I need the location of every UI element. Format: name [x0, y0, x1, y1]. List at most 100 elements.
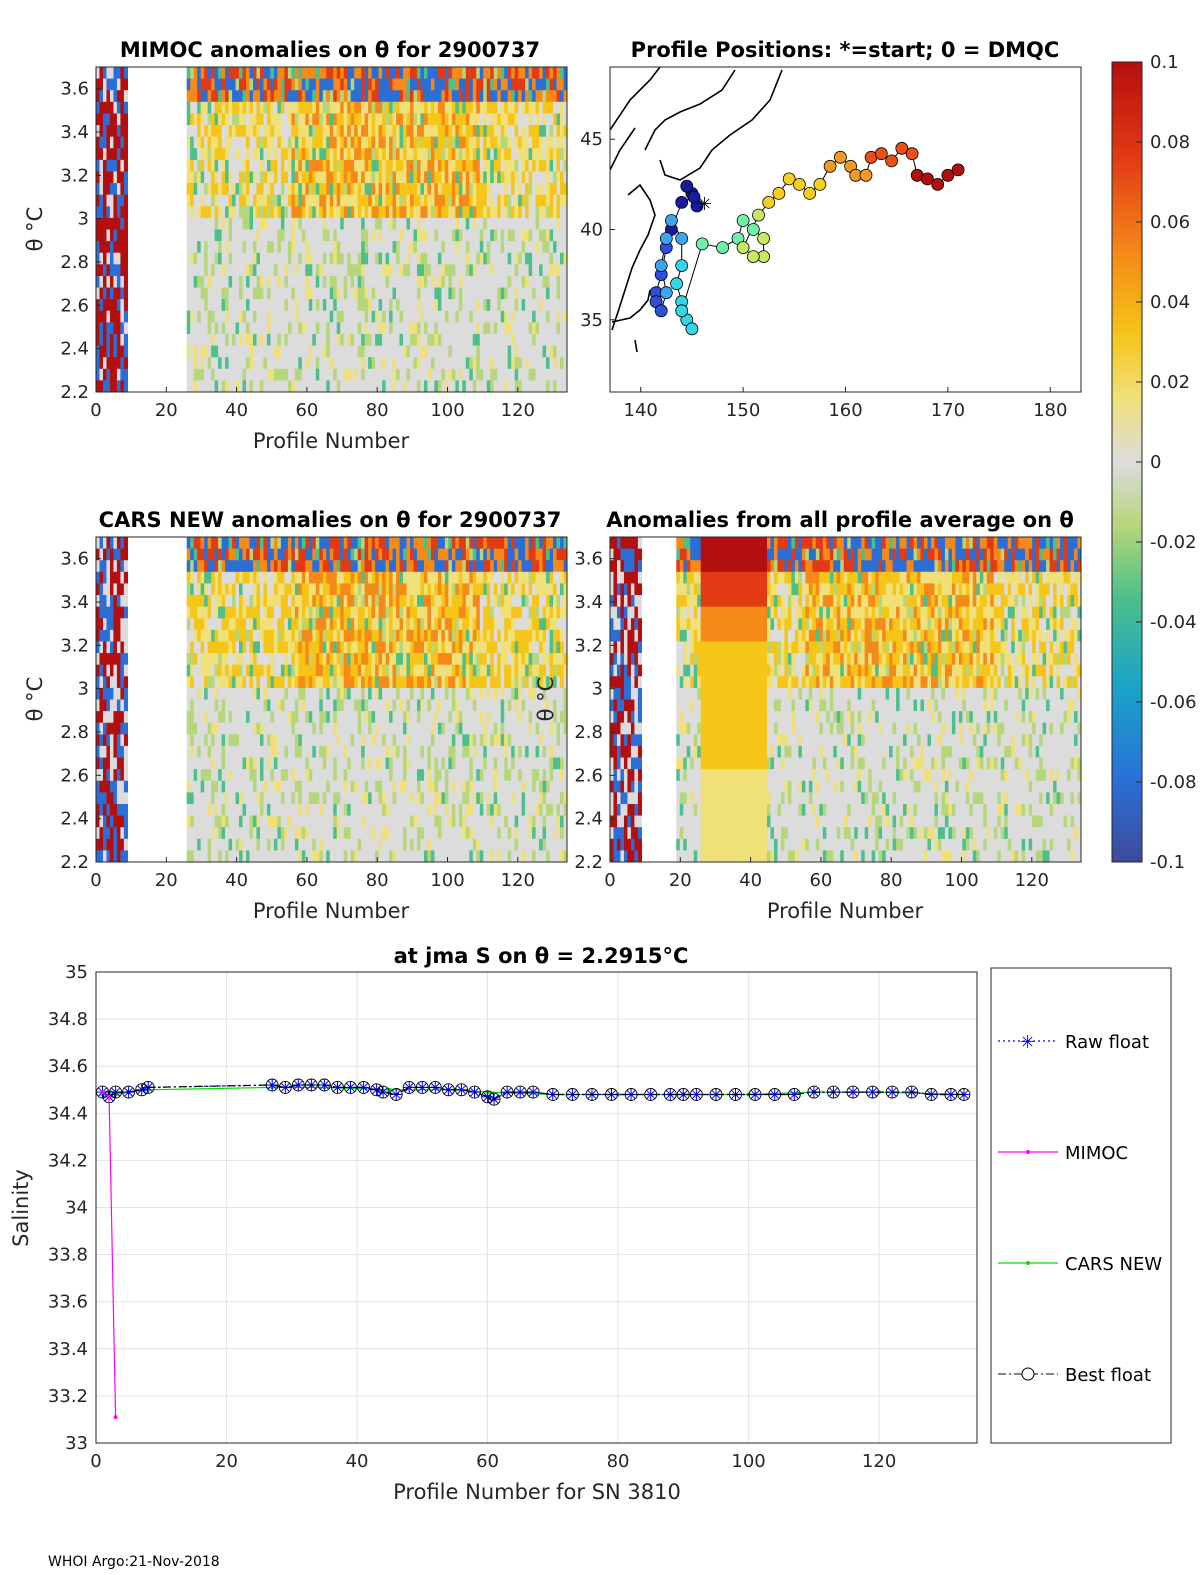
legend-best-label: Best float [1065, 1365, 1151, 1386]
mimoc-xtick-label: 100 [430, 400, 464, 421]
mimoc-ytick-label: 2.4 [60, 339, 89, 360]
series-point [924, 1088, 938, 1101]
series-point [526, 1085, 540, 1099]
series-point [565, 1088, 579, 1101]
cars-panel: CARS NEW anomalies on θ for 2900737 0 20 4… [23, 508, 568, 923]
cars-ytick-label: 2.8 [60, 722, 89, 743]
salinity-ytick-label: 33 [65, 1433, 88, 1454]
map-ytick-label: 40 [580, 220, 603, 241]
salinity-ytick-label: 34 [65, 1198, 88, 1219]
mimoc-heatmap [96, 67, 567, 392]
circle-marker-icon [1021, 1367, 1035, 1381]
avg-ytick-label: 3.6 [574, 549, 603, 570]
map-ytick-label: 35 [580, 310, 603, 331]
cars-ytick-label: 3 [78, 679, 89, 700]
map-xtick-label: 170 [931, 400, 965, 421]
series-point [905, 1085, 919, 1099]
avg-yticks: 2.2 2.4 2.6 2.8 3 3.2 3.4 3.6 [574, 549, 615, 873]
salinity-axes-box [95, 971, 978, 1444]
avg-heatmap [610, 537, 1081, 862]
avg-ytick-label: 3.4 [574, 592, 603, 613]
start-marker-icon: ✳ [697, 194, 712, 215]
colorbar-tick-label: 0.04 [1150, 292, 1190, 313]
salinity-ytick-label: 33.8 [48, 1245, 88, 1266]
mimoc-xtick-label: 20 [155, 400, 178, 421]
series-point [546, 1088, 560, 1101]
colorbar-tick-label: 0.02 [1150, 372, 1190, 393]
legend-item-raw: ✳ Raw float [998, 1032, 1149, 1053]
series-point [122, 1086, 135, 1099]
series-point [787, 1088, 801, 1101]
map-profile-point [757, 232, 770, 245]
series-line-best-float [102, 1084, 964, 1100]
avg-xtick-label: 20 [669, 870, 692, 891]
salinity-ytick-label: 33.2 [48, 1386, 88, 1407]
mimoc-ytick-label: 3.6 [60, 79, 89, 100]
avg-xtick-label: 40 [739, 870, 762, 891]
salinity-xlabel: Profile Number for SN 3810 [393, 1480, 681, 1504]
mimoc-yticks: 2.2 2.4 2.6 2.8 3 3.2 3.4 3.6 [60, 79, 101, 403]
avg-ylabel: θ °C [534, 677, 558, 722]
series-point [605, 1088, 618, 1101]
dot-marker-icon [1026, 1261, 1030, 1265]
svg-text:✳: ✳ [697, 194, 712, 215]
map-profile-point [675, 259, 689, 273]
cars-ytick-label: 3.2 [60, 635, 89, 656]
salinity-panel: at jma S on θ = 2.2915°C 0 20 40 60 80 100 120… [9, 944, 1172, 1504]
cars-ytick-label: 2.6 [60, 765, 89, 786]
series-point [957, 1088, 971, 1101]
series-point [585, 1088, 599, 1101]
series-point [501, 1086, 514, 1099]
series-point [109, 1085, 123, 1099]
colorbar-tick-label: 0 [1150, 452, 1161, 473]
salinity-yticks: 33 33.2 33.4 33.6 33.8 34 34.2 34.4 34.6 34.8 35 [48, 962, 88, 1454]
map-profile-point [695, 237, 709, 251]
mimoc-ytick-label: 2.2 [60, 382, 89, 403]
cars-xlabel: Profile Number [253, 899, 410, 923]
avg-ytick-label: 3 [592, 679, 603, 700]
salinity-ytick-label: 34.6 [48, 1056, 88, 1077]
cars-xtick-label: 120 [501, 870, 535, 891]
series-point [278, 1080, 292, 1094]
cars-xtick-label: 100 [430, 870, 464, 891]
series-point [403, 1081, 416, 1094]
salinity-title: at jma S on θ = 2.2915°C [394, 944, 689, 968]
map-coastline [610, 67, 783, 353]
map-profile-point [746, 250, 760, 264]
series-point [357, 1081, 370, 1094]
avg-xtick-label: 100 [944, 870, 978, 891]
mimoc-title: MIMOC anomalies on θ for 2900737 [120, 38, 540, 62]
series-point [676, 1088, 690, 1101]
colorbar-tick-label: -0.02 [1150, 532, 1197, 553]
mimoc-xlabel: Profile Number [253, 429, 410, 453]
map-profile-point [685, 322, 699, 336]
dot-marker-icon [1026, 1150, 1030, 1154]
map-profile-point [782, 172, 796, 186]
cars-yticks: 2.2 2.4 2.6 2.8 3 3.2 3.4 3.6 [60, 549, 101, 873]
colorbar: 0.1 0.08 0.06 0.04 0.02 0 -0.02 -0.04 -0.06 -0.08… [1111, 52, 1197, 873]
series-point [729, 1088, 742, 1101]
colorbar-tick-label: 0.1 [1150, 52, 1179, 73]
map-profile-point [921, 172, 934, 186]
salinity-ytick-label: 34.2 [48, 1150, 88, 1171]
series-point [107, 1094, 112, 1099]
series-point [644, 1088, 658, 1101]
map-axes-box [609, 66, 1082, 393]
colorbar-ticks: 0.1 0.08 0.06 0.04 0.02 0 -0.02 -0.04 -0.06 -0.08… [1136, 52, 1197, 873]
mimoc-xtick-label: 80 [366, 400, 389, 421]
series-point [390, 1088, 403, 1101]
series-point [266, 1079, 279, 1091]
mimoc-ytick-label: 3 [78, 209, 89, 230]
map-profile-point [736, 241, 750, 255]
series-point [748, 1088, 762, 1101]
map-profile-point [654, 304, 668, 318]
map-xticks: 140 150 160 170 180 [624, 387, 1067, 421]
series-point [788, 1088, 801, 1101]
mimoc-ytick-label: 2.8 [60, 252, 89, 273]
mimoc-xtick-label: 120 [501, 400, 535, 421]
map-profile-point [905, 147, 919, 161]
salinity-ytick-label: 35 [65, 962, 88, 983]
series-point [644, 1088, 657, 1101]
series-point [500, 1085, 514, 1099]
